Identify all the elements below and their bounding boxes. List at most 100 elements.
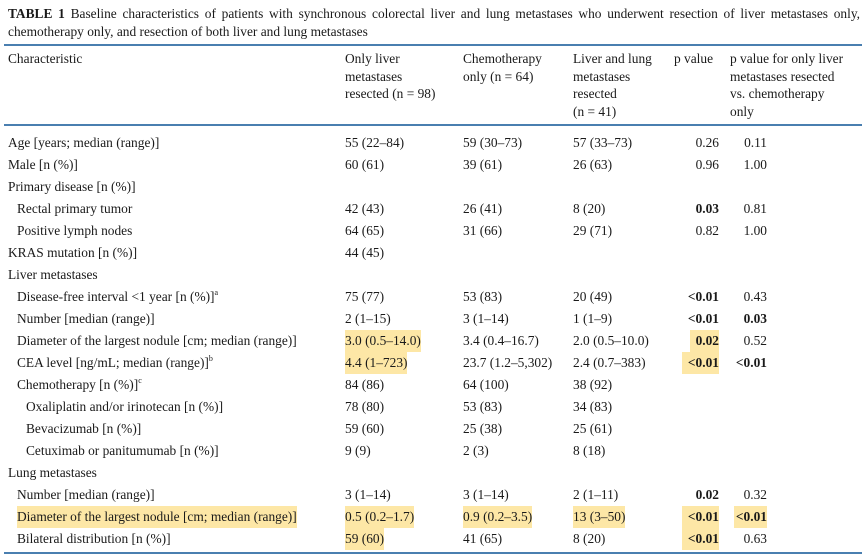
liver-lung-cell: 2.4 (0.7–383) [573,355,646,370]
row-label: Positive lymph nodes [17,220,132,242]
row-label: Diameter of the largest nodule [cm; medi… [17,506,297,528]
row-label-text: Chemotherapy [n (%)] [17,377,139,392]
row-label: Male [n (%)] [8,154,78,176]
header-line: p value for only liver [730,51,844,66]
table-row: Oxaliplatin and/or irinotecan [n (%)] 78 … [0,396,864,418]
only-liver-cell: 3 (1–14) [345,487,391,502]
p-value-cell: <0.01 [681,528,719,550]
header-line: resected [573,86,617,101]
row-label: Number [median (range)] [17,308,155,330]
row-label: Number [median (range)] [17,484,155,506]
liver-lung-cell: 57 (33–73) [573,135,633,150]
bottom-rule [4,552,862,554]
footnote-marker: a [214,288,219,297]
chemotherapy-cell: 23.7 (1.2–5,302) [463,355,553,370]
liver-lung-cell: 25 (61) [573,421,613,436]
table-row: Rectal primary tumor 42 (43) 26 (41) 8 (20)… [0,198,864,220]
row-label-text: Liver metastases [8,267,98,282]
chemotherapy-cell: 39 (61) [463,157,503,172]
table-caption: TABLE 1 Baseline characteristics of pati… [8,5,860,41]
chemotherapy-cell: 0.9 (0.2–3.5) [463,506,533,528]
table-row: Bevacizumab [n (%)] 59 (60) 25 (38) 25 (61) [0,418,864,440]
only-liver-cell: 9 (9) [345,443,371,458]
row-label-text: Diameter of the largest nodule [cm; medi… [17,333,297,348]
only-liver-cell: 60 (61) [345,157,385,172]
row-label: Age [years; median (range)] [8,132,159,154]
table-row: Bilateral distribution [n (%)] 59 (60) 41 … [0,528,864,550]
chemotherapy-cell: 3.4 (0.4–16.7) [463,333,539,348]
chemotherapy-cell: 41 (65) [463,531,503,546]
row-label-text: Number [median (range)] [17,487,155,502]
row-label: Primary disease [n (%)] [8,176,136,198]
only-liver-cell: 44 (45) [345,245,385,260]
only-liver-cell: 64 (65) [345,223,385,238]
chemotherapy-cell: 3 (1–14) [463,311,509,326]
header-only-liver: Only liver metastases resected (n = 98) [345,50,435,103]
table-row: Male [n (%)] 60 (61) 39 (61) 26 (63) 0.96 1.0… [0,154,864,176]
chemotherapy-cell: 64 (100) [463,377,509,392]
header-line: only [730,103,754,119]
header-line: p value [674,51,714,66]
header-line: vs. chemotherapy [730,86,825,101]
table-row: Diameter of the largest nodule [cm; medi… [0,330,864,352]
only-liver-cell: 4.4 (1–723) [345,352,408,374]
header-rule [4,124,862,126]
table-row: KRAS mutation [n (%)] 44 (45) [0,242,864,264]
liver-lung-cell: 34 (83) [573,399,613,414]
row-label-text: Diameter of the largest nodule [cm; medi… [17,509,297,524]
row-label-text: Oxaliplatin and/or irinotecan [n (%)] [26,399,224,414]
footnote-marker: b [208,354,213,363]
header-line: Only liver [345,51,400,66]
row-label-text: Male [n (%)] [8,157,78,172]
liver-lung-cell: 38 (92) [573,377,613,392]
header-line: (n = 41) [573,103,617,119]
row-label-text: Number [median (range)] [17,311,155,326]
header-line: metastases resected [730,68,835,84]
only-liver-cell: 2 (1–15) [345,311,391,326]
header-chemotherapy: Chemotherapy only (n = 64) [463,50,542,85]
chemotherapy-cell: 2 (3) [463,443,489,458]
p-value-cell: <0.01 [681,506,719,528]
only-liver-cell: 59 (60) [345,528,385,550]
liver-lung-cell: 26 (63) [573,157,613,172]
header-line: metastases [573,68,631,84]
row-label-text: Age [years; median (range)] [8,135,160,150]
caption-text: Baseline characteristics of patients wit… [8,6,860,39]
p-value-comparison-cell: 0.63 [743,531,767,546]
p-value-cell: 0.02 [689,330,719,352]
header-p-value-comparison: p value for only liver metastases resect… [730,50,843,120]
row-label-text: Disease-free interval <1 year [n (%)] [17,289,215,304]
row-label: Lung metastases [8,462,97,484]
p-value-comparison-cell: 0.03 [743,311,767,326]
row-label: Liver metastases [8,264,98,286]
p-value-cell: 0.03 [695,201,719,216]
p-value-comparison-cell: 0.52 [743,333,767,348]
p-value-cell: <0.01 [687,311,719,326]
row-label: Bilateral distribution [n (%)] [17,528,171,550]
table-label: TABLE 1 [8,6,65,21]
p-value-comparison-cell: 0.43 [743,289,767,304]
p-value-cell: <0.01 [681,352,719,374]
header-line: resected (n = 98) [345,86,436,101]
row-label: Chemotherapy [n (%)]c [17,374,142,396]
row-label-text: Bevacizumab [n (%)] [26,421,142,436]
liver-lung-cell: 13 (3–50) [573,506,626,528]
header-line: Chemotherapy [463,51,542,66]
row-label: Rectal primary tumor [17,198,132,220]
row-label-text: Lung metastases [8,465,97,480]
liver-lung-cell: 29 (71) [573,223,613,238]
header-characteristic: Characteristic [8,51,83,66]
top-rule [4,44,862,46]
chemotherapy-cell: 3 (1–14) [463,487,509,502]
table-row: Number [median (range)] 2 (1–15) 3 (1–14) 1… [0,308,864,330]
header-liver-and-lung: Liver and lung metastases resected (n = … [573,50,652,120]
only-liver-cell: 78 (80) [345,399,385,414]
only-liver-cell: 84 (86) [345,377,385,392]
row-label-text: Bilateral distribution [n (%)] [17,531,171,546]
row-label: KRAS mutation [n (%)] [8,242,137,264]
header-line: Liver and lung [573,51,652,66]
header-line: metastases [345,68,403,84]
p-value-cell: 0.82 [695,223,719,238]
chemotherapy-cell: 25 (38) [463,421,503,436]
only-liver-cell: 0.5 (0.2–1.7) [345,506,415,528]
